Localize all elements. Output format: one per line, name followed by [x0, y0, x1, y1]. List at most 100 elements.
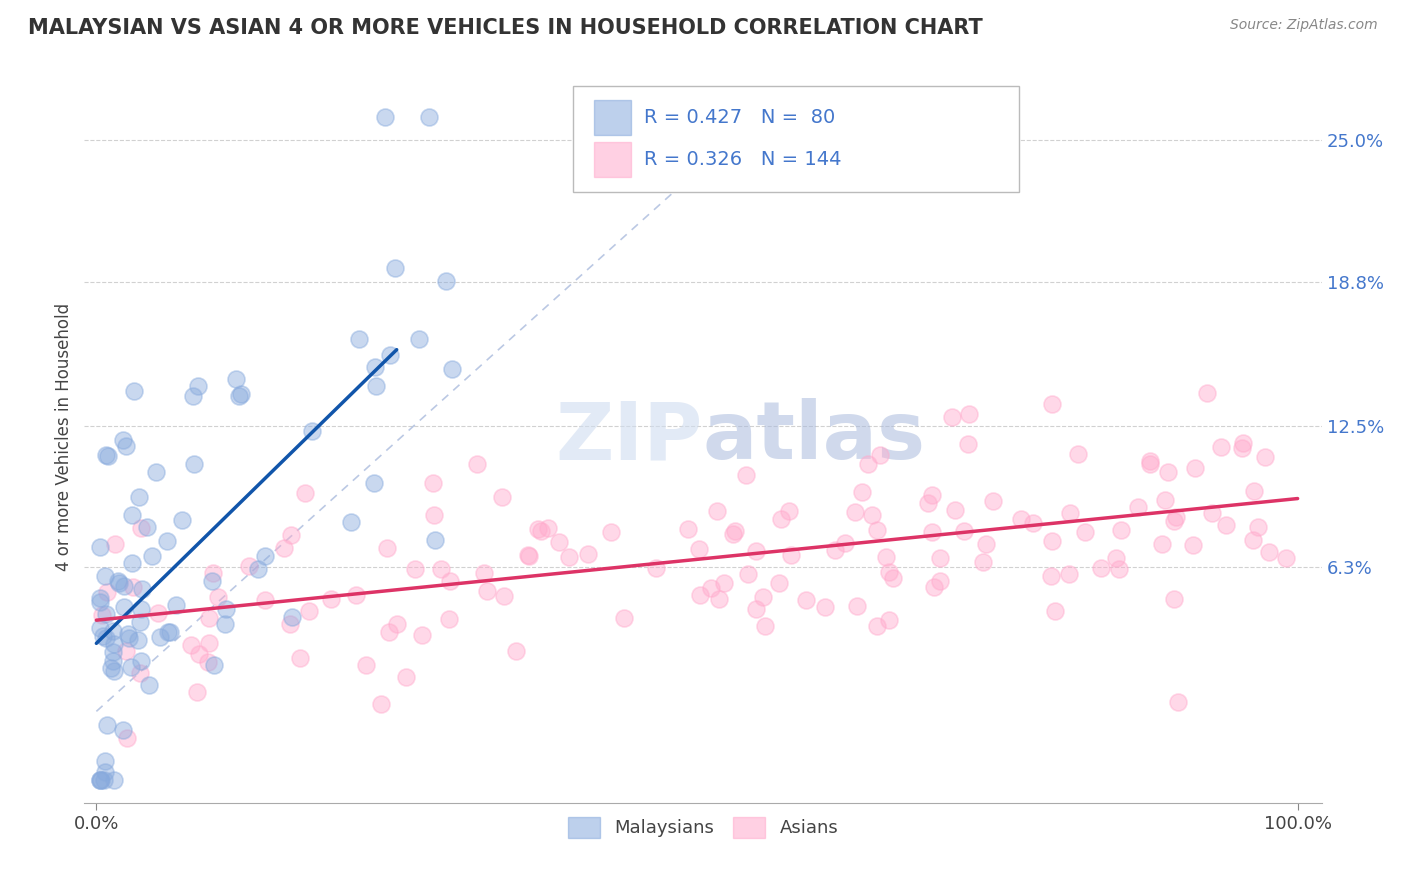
- Malaysians: [159, 624, 181, 639]
- Asians: [128, 666, 150, 681]
- Malaysians: [89, 772, 111, 787]
- Asians: [298, 604, 321, 618]
- Malaysians: [156, 534, 179, 549]
- Malaysians: [136, 520, 159, 534]
- Malaysians: [89, 772, 111, 787]
- Malaysians: [112, 579, 135, 593]
- Asians: [953, 524, 976, 538]
- Malaysians: [97, 449, 120, 463]
- Asians: [1232, 436, 1254, 450]
- Asians: [1232, 441, 1254, 455]
- Asians: [370, 698, 392, 712]
- Malaysians: [91, 629, 114, 643]
- Malaysians: [128, 490, 150, 504]
- Malaysians: [112, 723, 135, 738]
- Asians: [941, 409, 963, 424]
- Asians: [576, 547, 599, 561]
- Malaysians: [253, 549, 276, 564]
- Malaysians: [380, 348, 402, 362]
- Malaysians: [364, 378, 387, 392]
- Asians: [778, 504, 800, 518]
- Malaysians: [107, 574, 129, 588]
- Asians: [557, 550, 579, 565]
- Asians: [613, 611, 636, 625]
- Asians: [745, 601, 768, 615]
- Malaysians: [363, 359, 385, 374]
- Asians: [860, 508, 883, 522]
- Asians: [375, 541, 398, 555]
- Malaysians: [229, 386, 252, 401]
- Asians: [1059, 507, 1081, 521]
- Asians: [1150, 537, 1173, 551]
- Asians: [1241, 533, 1264, 547]
- Asians: [1010, 512, 1032, 526]
- Malaysians: [183, 457, 205, 471]
- Asians: [972, 556, 994, 570]
- Asians: [1090, 561, 1112, 575]
- Asians: [706, 504, 728, 518]
- Malaysians: [131, 654, 153, 668]
- Text: atlas: atlas: [703, 398, 927, 476]
- Text: R = 0.427   N =  80: R = 0.427 N = 80: [644, 108, 835, 127]
- Asians: [517, 548, 540, 562]
- Malaysians: [90, 772, 112, 787]
- Asians: [1108, 562, 1130, 576]
- Asians: [197, 655, 219, 669]
- Asians: [754, 618, 776, 632]
- Asians: [1184, 461, 1206, 475]
- Malaysians: [112, 434, 135, 448]
- Malaysians: [96, 607, 118, 621]
- Asians: [869, 448, 891, 462]
- Asians: [845, 599, 868, 614]
- Asians: [877, 565, 900, 579]
- Malaysians: [114, 439, 136, 453]
- Asians: [599, 524, 621, 539]
- Asians: [879, 613, 901, 627]
- Malaysians: [93, 764, 115, 779]
- Asians: [536, 521, 558, 535]
- Malaysians: [374, 111, 396, 125]
- Asians: [676, 522, 699, 536]
- Asians: [238, 559, 260, 574]
- Malaysians: [145, 465, 167, 479]
- Asians: [1157, 465, 1180, 479]
- Malaysians: [93, 755, 115, 769]
- Asians: [928, 574, 950, 588]
- Malaysians: [228, 389, 250, 403]
- Asians: [1163, 514, 1185, 528]
- Asians: [768, 576, 790, 591]
- Asians: [814, 599, 837, 614]
- Asians: [122, 580, 145, 594]
- Text: ZIP: ZIP: [555, 398, 703, 476]
- Malaysians: [93, 772, 115, 787]
- Asians: [707, 592, 730, 607]
- Asians: [1022, 516, 1045, 531]
- Asians: [207, 590, 229, 604]
- Asians: [875, 549, 897, 564]
- Asians: [1182, 537, 1205, 551]
- Asians: [974, 537, 997, 551]
- Legend: Malaysians, Asians: Malaysians, Asians: [561, 810, 845, 845]
- Asians: [422, 508, 444, 522]
- Asians: [1163, 592, 1185, 607]
- Malaysians: [172, 513, 194, 527]
- Malaysians: [187, 379, 209, 393]
- Asians: [834, 536, 856, 550]
- Asians: [411, 628, 433, 642]
- Asians: [202, 566, 225, 580]
- Asians: [278, 616, 301, 631]
- Malaysians: [127, 632, 149, 647]
- Malaysians: [118, 632, 141, 646]
- Asians: [1243, 484, 1265, 499]
- Asians: [943, 503, 966, 517]
- Malaysians: [89, 621, 111, 635]
- Asians: [1209, 440, 1232, 454]
- Malaysians: [103, 664, 125, 678]
- Asians: [1197, 386, 1219, 401]
- Asians: [129, 521, 152, 535]
- Asians: [1040, 534, 1063, 549]
- Asians: [96, 585, 118, 599]
- Asians: [921, 524, 943, 539]
- Asians: [385, 617, 408, 632]
- Asians: [929, 551, 952, 566]
